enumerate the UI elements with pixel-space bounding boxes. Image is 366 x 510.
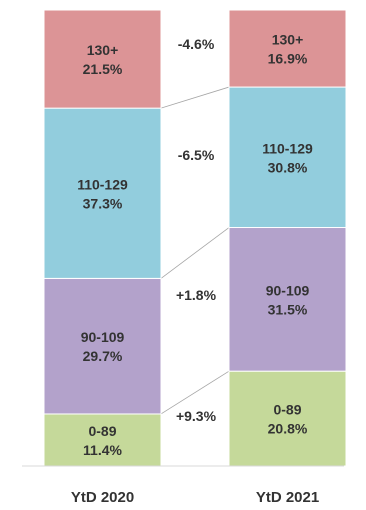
x-tick-label: YtD 2021 bbox=[256, 489, 319, 506]
segment-value-label: 16.9% bbox=[268, 51, 308, 67]
connector-line bbox=[160, 227, 230, 279]
bar-segment-0-89-2 bbox=[228, 370, 347, 467]
segment-value-label: 37.3% bbox=[83, 195, 123, 211]
bar-segment-130plus-2 bbox=[228, 9, 347, 88]
change-labels: +9.3% +1.8% -6.5% -4.6% bbox=[176, 36, 217, 424]
segment-value-label: 20.8% bbox=[268, 421, 308, 437]
bar-segment-90-109-1 bbox=[43, 277, 162, 415]
bar-segment-130plus-1 bbox=[43, 9, 162, 109]
bar-segment-0-89-1 bbox=[43, 413, 162, 467]
bar-segments bbox=[43, 9, 347, 467]
change-label: -6.5% bbox=[178, 147, 215, 163]
segment-name-label: 130+ bbox=[272, 32, 304, 48]
segment-value-label: 30.8% bbox=[268, 159, 308, 175]
connector-line bbox=[160, 86, 230, 109]
bar-segment-110-129-1 bbox=[43, 107, 162, 279]
segment-labels: 0-89 11.4% 90-109 29.7% 110-129 37.3% 130+ 21.5… bbox=[77, 32, 313, 458]
change-label: -4.6% bbox=[178, 36, 215, 52]
segment-value-label: 21.5% bbox=[83, 61, 123, 77]
segment-value-label: 29.7% bbox=[83, 348, 123, 364]
segment-name-label: 110-129 bbox=[77, 176, 128, 192]
change-label: +9.3% bbox=[176, 408, 217, 424]
bar-segment-90-109-2 bbox=[228, 227, 347, 372]
connector-lines bbox=[160, 86, 230, 415]
segment-name-label: 90-109 bbox=[81, 329, 125, 345]
segment-name-label: 90-109 bbox=[266, 282, 310, 298]
segment-name-label: 110-129 bbox=[262, 140, 313, 156]
segment-value-label: 11.4% bbox=[83, 442, 122, 458]
segment-name-label: 0-89 bbox=[273, 402, 301, 418]
x-tick-label: YtD 2020 bbox=[71, 489, 134, 506]
change-label: +1.8% bbox=[176, 287, 217, 303]
segment-name-label: 130+ bbox=[87, 42, 119, 58]
x-axis-labels: YtD 2020 YtD 2021 bbox=[71, 489, 319, 506]
segment-name-label: 0-89 bbox=[88, 423, 116, 439]
connector-line bbox=[160, 370, 230, 415]
segment-value-label: 31.5% bbox=[268, 301, 308, 317]
bar-segment-110-129-2 bbox=[228, 86, 347, 229]
